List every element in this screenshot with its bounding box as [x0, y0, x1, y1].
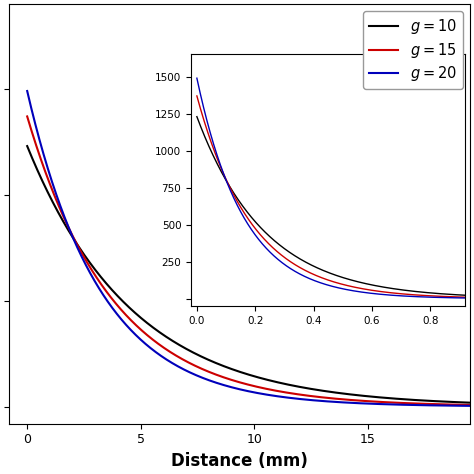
g = 10	[346, 392, 352, 397]
g = 15	[24, 114, 30, 119]
Legend: $g = 10$, $g = 15$, $g = 20$: $g = 10$, $g = 15$, $g = 20$	[363, 11, 463, 89]
g = 10	[431, 398, 437, 404]
g = 20	[24, 88, 30, 94]
Line: g = 15: g = 15	[27, 117, 470, 405]
g = 15	[453, 402, 459, 408]
g = 20	[235, 386, 240, 392]
g = 10	[453, 399, 459, 405]
Line: g = 20: g = 20	[27, 91, 470, 406]
g = 15	[214, 372, 219, 378]
g = 15	[346, 397, 352, 402]
g = 10	[24, 143, 30, 149]
g = 10	[235, 368, 240, 374]
g = 20	[346, 400, 352, 406]
g = 15	[467, 402, 473, 408]
g = 10	[210, 359, 216, 365]
X-axis label: Distance (mm): Distance (mm)	[171, 452, 308, 470]
g = 20	[214, 380, 219, 386]
g = 10	[467, 400, 473, 406]
g = 15	[210, 371, 216, 376]
g = 20	[467, 403, 473, 409]
g = 15	[431, 401, 437, 407]
g = 20	[210, 379, 216, 384]
Line: g = 10: g = 10	[27, 146, 470, 403]
g = 20	[453, 403, 459, 409]
g = 20	[431, 402, 437, 408]
g = 15	[235, 379, 240, 384]
g = 10	[214, 361, 219, 366]
